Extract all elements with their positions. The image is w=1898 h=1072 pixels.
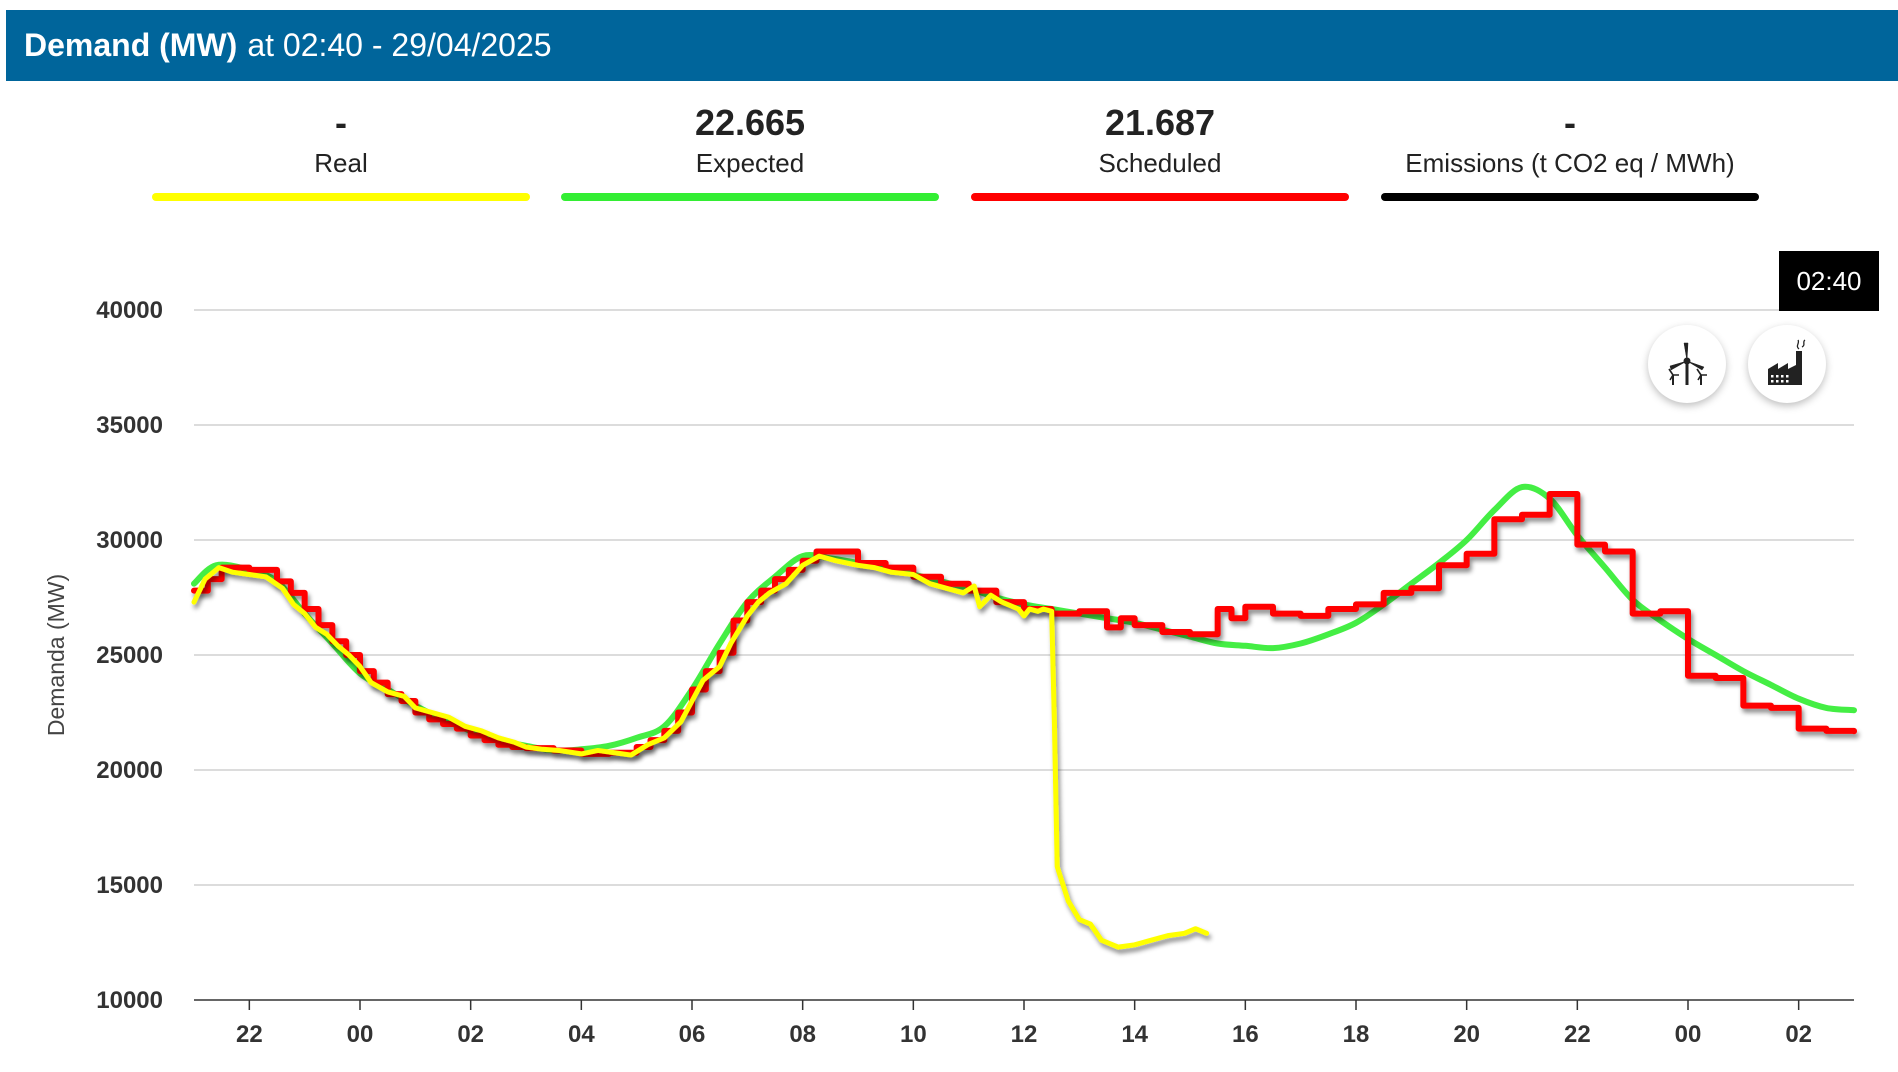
y-tick-label: 40000 [96,297,163,324]
y-tick-label: 10000 [96,987,163,1014]
x-tick-label: 12 [1011,1021,1038,1048]
kpi-expected-label: Expected [695,148,805,178]
x-tick-label: 18 [1343,1021,1370,1048]
factory-icon [1768,339,1806,385]
kpi-real-label: Real [314,148,368,178]
x-tick-label: 16 [1232,1021,1259,1048]
kpi-expected[interactable]: 22.665 Expected [561,100,939,201]
x-tick-label: 06 [679,1021,706,1048]
thermal-generation-button[interactable] [1748,325,1826,403]
x-tick-label: 02 [457,1021,484,1048]
chart-title: Demand (MW) [24,27,238,63]
kpi-scheduled[interactable]: 21.687 Scheduled [971,100,1349,201]
kpi-emissions-color-bar [1381,193,1759,201]
x-axis: 22 00 02 04 06 08 10 12 14 16 18 20 22 00 02 [236,1000,1812,1048]
x-tick-label: 00 [1675,1021,1702,1048]
x-tick-label: 14 [1121,1021,1148,1048]
chart-series[interactable] [191,483,1857,950]
wind-generation-button[interactable] [1648,325,1726,403]
kpi-scheduled-value: 21.687 [1104,102,1216,143]
kpi-scheduled-color-bar [971,193,1349,201]
x-tick-label: 04 [568,1021,595,1048]
y-axis: 10000 15000 20000 25000 30000 35000 40000 [96,297,163,1014]
y-tick-label: 15000 [96,872,163,899]
y-axis-label: Demanda (MW) [43,574,69,736]
y-tick-label: 25000 [96,642,163,669]
series-line-scheduled[interactable] [191,491,1857,757]
kpi-expected-value: 22.665 [694,102,806,143]
x-tick-label: 00 [347,1021,374,1048]
kpi-real[interactable]: - Real [152,100,530,201]
series-line-expected[interactable] [191,483,1857,754]
kpi-emissions[interactable]: - Emissions (t CO2 eq / MWh) [1381,100,1759,201]
kpi-emissions-label: Emissions (t CO2 eq / MWh) [1405,148,1735,178]
kpi-real-color-bar [152,193,530,201]
series-line-real[interactable] [191,553,1210,950]
x-tick-label: 02 [1785,1021,1812,1048]
x-tick-label: 22 [236,1021,263,1048]
kpi-scheduled-label: Scheduled [1098,148,1222,178]
x-tick-label: 20 [1453,1021,1480,1048]
x-tick-label: 22 [1564,1021,1591,1048]
kpi-expected-color-bar [561,193,939,201]
kpi-emissions-value: - [1564,102,1576,143]
y-tick-label: 20000 [96,757,163,784]
y-tick-label: 35000 [96,412,163,439]
x-tick-label: 08 [789,1021,816,1048]
wind-turbine-icon [1668,342,1707,385]
kpi-real-value: - [335,102,347,143]
y-tick-label: 30000 [96,527,163,554]
chart-grid [194,309,1854,1001]
chart-header: Demand (MW) at 02:40 - 29/04/2025 [6,10,1898,81]
demand-line-chart[interactable]: 10000 15000 20000 25000 30000 35000 40000 22 00… [0,190,1898,1072]
x-tick-label: 10 [900,1021,927,1048]
chart-subtitle: at 02:40 - 29/04/2025 [247,27,552,63]
tooltip-text: 02:40 [1796,265,1862,296]
time-tooltip: 02:40 [1779,251,1879,311]
